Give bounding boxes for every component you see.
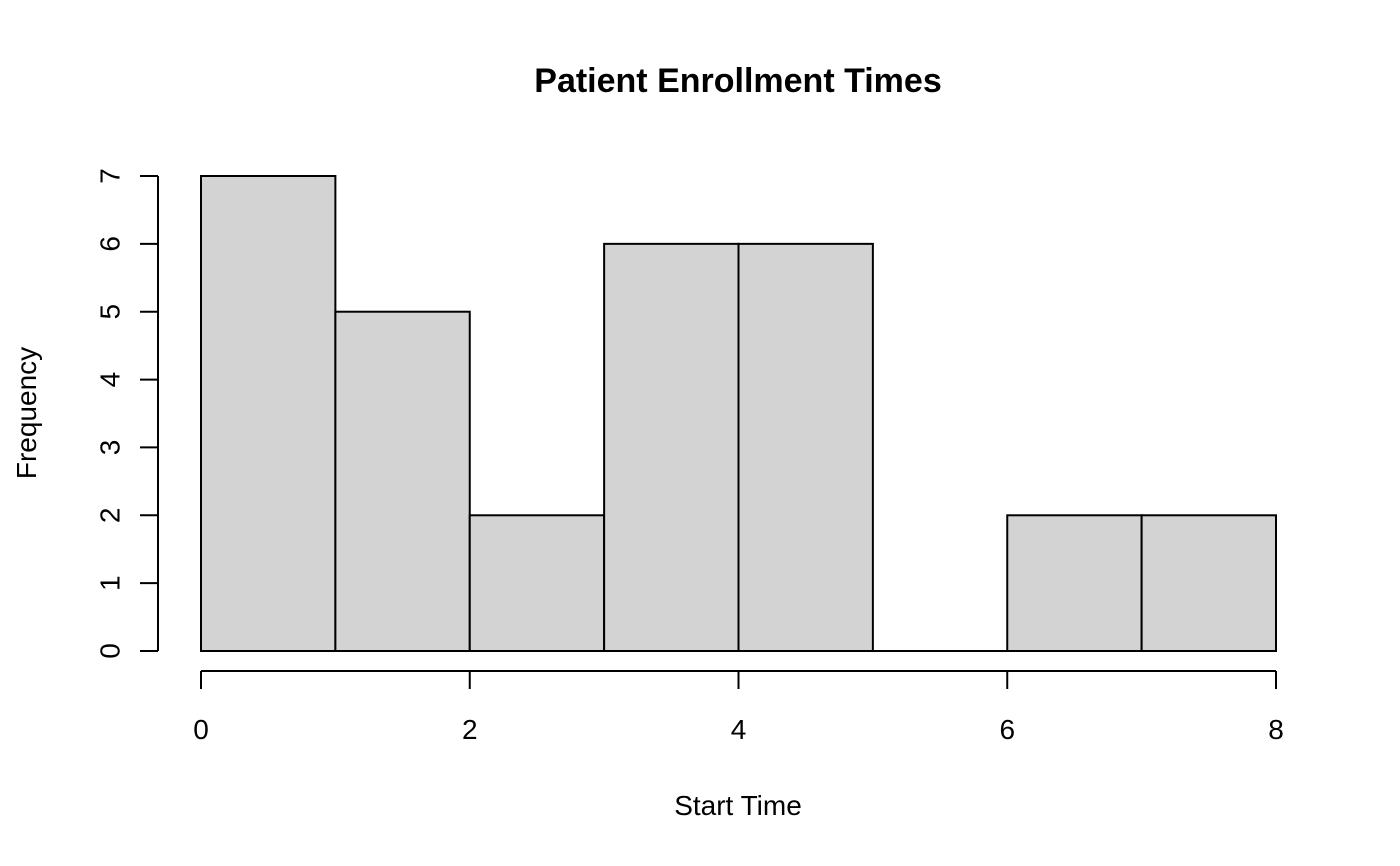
y-tick-label-4: 4 bbox=[95, 372, 126, 388]
histogram-bar-7 bbox=[1140, 514, 1277, 652]
y-tick-label-7: 7 bbox=[95, 168, 126, 184]
y-tick-label-5: 5 bbox=[95, 304, 126, 320]
bars-group bbox=[200, 175, 1277, 652]
y-tick-label-1: 1 bbox=[95, 575, 126, 591]
chart-title: Patient Enrollment Times bbox=[534, 62, 941, 100]
x-tick-label-0: 0 bbox=[193, 714, 209, 745]
x-tick-label-4: 8 bbox=[1268, 714, 1284, 745]
x-axis: 0 2 4 6 8 bbox=[193, 670, 1284, 745]
histogram-bar-3 bbox=[603, 242, 740, 652]
x-tick-label-1: 2 bbox=[462, 714, 478, 745]
histogram-bar-1 bbox=[334, 310, 471, 652]
y-tick-label-6: 6 bbox=[95, 236, 126, 252]
y-tick-label-2: 2 bbox=[95, 507, 126, 523]
y-axis: 0 1 2 3 4 5 6 7 bbox=[95, 168, 159, 659]
histogram-bar-2 bbox=[468, 514, 606, 652]
histogram-bar-6 bbox=[1006, 514, 1143, 652]
x-tick-label-3: 6 bbox=[999, 714, 1015, 745]
histogram-bar-4 bbox=[737, 242, 874, 652]
x-tick-label-2: 4 bbox=[731, 714, 747, 745]
y-axis-label: Frequency bbox=[11, 347, 42, 479]
x-axis-label: Start Time bbox=[674, 790, 802, 821]
y-tick-label-3: 3 bbox=[95, 440, 126, 456]
histogram-bar-0 bbox=[200, 175, 337, 652]
y-tick-label-0: 0 bbox=[95, 643, 126, 659]
